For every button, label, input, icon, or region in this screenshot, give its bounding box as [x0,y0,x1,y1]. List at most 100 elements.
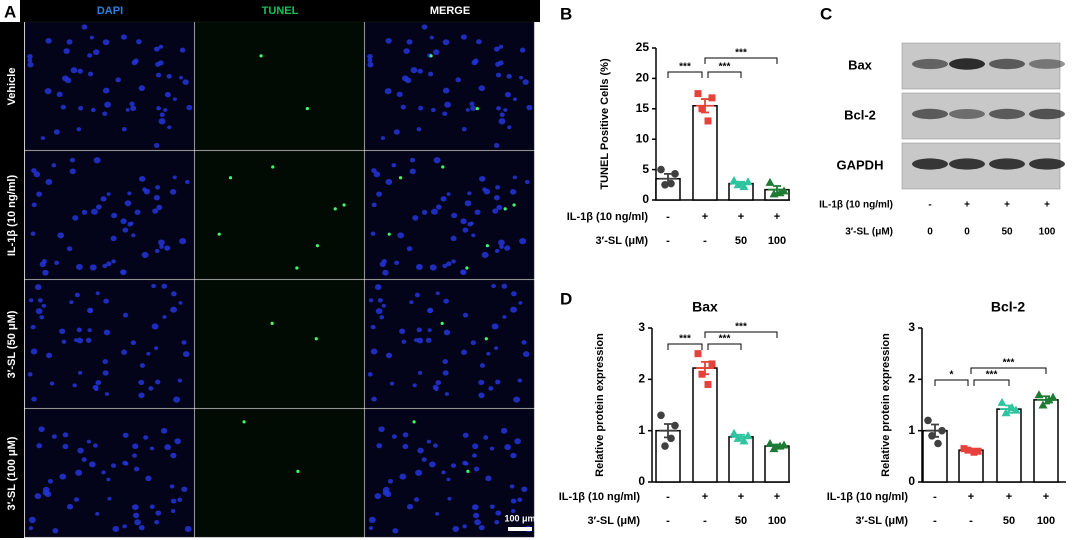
nucleus [162,315,167,319]
nucleus [95,204,102,210]
data-point [671,170,679,178]
data-point [657,165,665,174]
nucleus [427,308,433,314]
significance-label: * [950,370,954,381]
nucleus [93,49,100,56]
nucleus [499,244,504,249]
nucleus [473,58,479,64]
treatment-cell: + [1043,491,1049,503]
nucleus [367,58,373,63]
column-label: MERGE [430,5,470,17]
nucleus [86,439,91,444]
nucleus [433,443,438,448]
nucleus [59,328,66,335]
nucleus [138,392,145,399]
micrograph [364,279,535,409]
nucleus [493,46,500,52]
nucleus [111,259,116,264]
nucleus [60,104,66,110]
nucleus [154,248,160,254]
nucleus [27,372,33,377]
scale-bar [508,527,532,531]
nucleus [30,324,36,330]
nucleus [172,175,177,180]
nucleus [478,85,486,92]
panel-letter: D [560,289,572,308]
nucleus [138,85,146,92]
nucleus [467,191,472,196]
nucleus [77,68,83,74]
y-axis-label: Relative protein expression [594,333,606,477]
nucleus [394,260,400,265]
significance-label: *** [1003,358,1015,369]
data-point [739,436,749,445]
treatment-label: IL-1β (10 ng/ml) [827,491,909,503]
nucleus [462,432,469,438]
error-bar [926,423,944,438]
nucleus [442,359,449,365]
tunel-spot [475,106,479,111]
nucleus [87,71,94,77]
nucleus [482,187,487,192]
nucleus [167,125,172,130]
nucleus [374,284,382,291]
nucleus [41,303,46,308]
panel-letter: A [4,2,16,21]
nucleus [391,434,397,439]
blot-band [949,109,985,119]
tunel-spot [295,266,299,270]
nucleus [393,129,400,135]
nucleus [155,61,161,67]
nucleus [87,308,93,314]
nucleus [100,196,107,202]
nucleus [425,337,432,343]
nucleus [399,473,407,480]
nucleus [158,44,164,49]
micrograph [364,21,535,151]
scale-bar-label: 100 μm [504,513,535,523]
nucleus [66,503,74,510]
nucleus [495,379,501,385]
band-label: GAPDH [837,157,884,172]
nucleus [112,525,120,532]
nucleus [472,453,477,458]
nucleus [504,245,511,251]
nucleus [91,208,98,215]
nucleus [400,104,406,110]
nucleus [62,432,69,438]
nucleus [111,212,118,219]
nucleus [396,91,403,97]
panel-letter: C [820,4,832,23]
nucleus [139,363,146,368]
nucleus [368,298,374,303]
nucleus [170,452,177,459]
significance-bracket [934,379,969,386]
nucleus [415,263,423,271]
nucleus [446,477,451,482]
tunel-spot [466,469,470,473]
nucleus [430,107,436,113]
treatment-cell: + [1044,200,1050,211]
nucleus [506,73,512,79]
treatment-cell: + [738,211,744,223]
nucleus [34,284,42,291]
data-point [657,411,665,420]
nucleus [102,263,108,269]
nucleus [470,340,477,346]
micrograph [24,21,195,151]
data-point [924,416,932,425]
blot-band [912,108,948,120]
data-point [1034,390,1044,399]
nucleus [481,251,489,259]
nucleus [504,91,511,98]
nucleus [462,227,469,233]
nucleus [435,204,442,210]
nucleus [384,88,392,95]
nucleus [145,475,152,482]
nucleus [153,194,160,201]
data-point [960,445,968,453]
nucleus [379,261,386,268]
nucleus [47,478,54,484]
nucleus [31,396,37,402]
